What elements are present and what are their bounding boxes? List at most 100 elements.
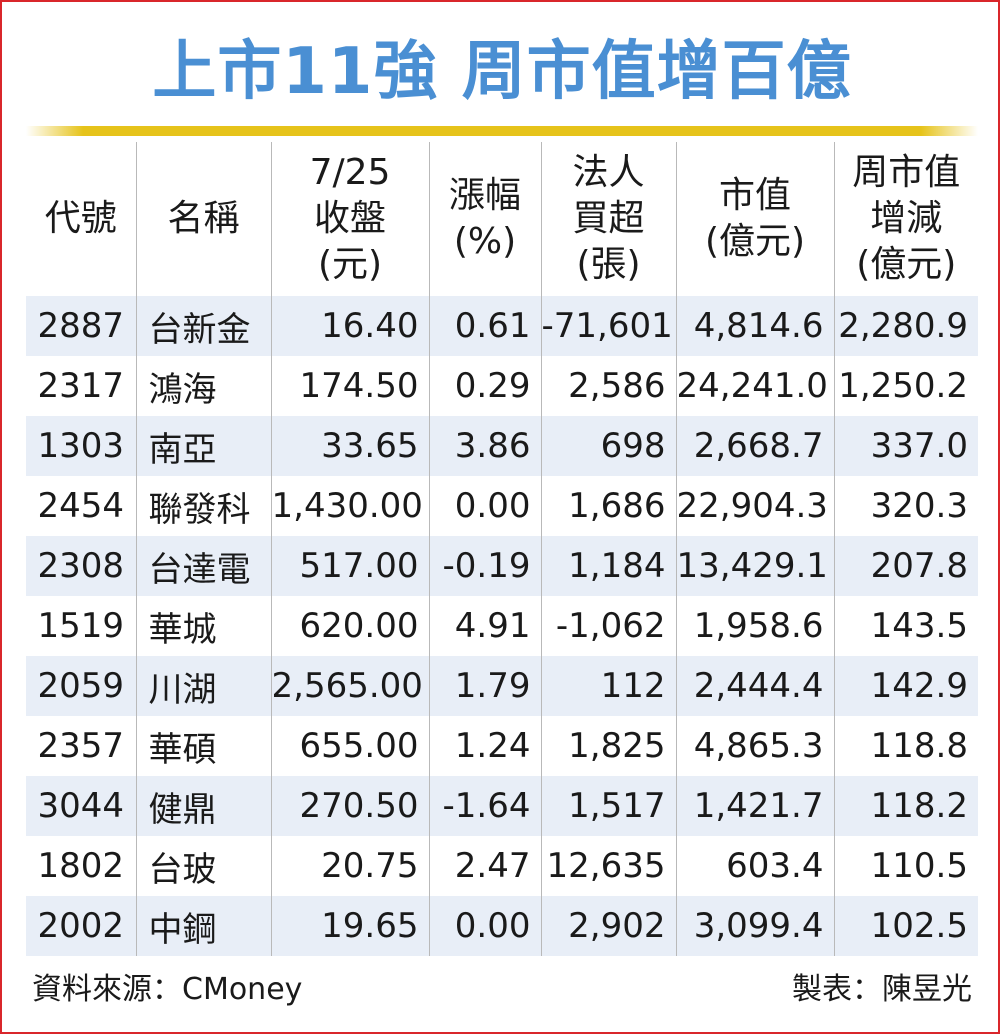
cell-close: 20.75: [271, 836, 430, 896]
cell-change: 1.79: [429, 656, 542, 716]
cell-name: 台新金: [136, 296, 272, 356]
cell-change: -1.64: [429, 776, 542, 836]
cell-change: 1.24: [429, 716, 542, 776]
title-underline: [26, 126, 978, 136]
cell-code: 2317: [26, 356, 137, 416]
table-row: 2317 鴻海 174.50 0.29 2,586 24,241.0 1,250…: [26, 356, 978, 416]
cell-market-cap: 13,429.1: [676, 536, 835, 596]
author-credit: 製表：陳昱光: [792, 972, 972, 1007]
cell-close: 33.65: [271, 416, 430, 476]
cell-weekly-change: 320.3: [834, 476, 978, 536]
cell-close: 517.00: [271, 536, 430, 596]
cell-close: 620.00: [271, 596, 430, 656]
cell-weekly-change: 102.5: [834, 896, 978, 956]
table-row: 2059 川湖 2,565.00 1.79 112 2,444.4 142.9: [26, 656, 978, 716]
table-row: 1802 台玻 20.75 2.47 12,635 603.4 110.5: [26, 836, 978, 896]
cell-close: 174.50: [271, 356, 430, 416]
cell-close: 655.00: [271, 716, 430, 776]
header-institutional-buy: 法人 買超 (張): [541, 142, 677, 296]
cell-weekly-change: 110.5: [834, 836, 978, 896]
table-row: 2887 台新金 16.40 0.61 -71,601 4,814.6 2,28…: [26, 296, 978, 356]
cell-close: 19.65: [271, 896, 430, 956]
cell-change: 2.47: [429, 836, 542, 896]
cell-name: 華碩: [136, 716, 272, 776]
stock-table: 代號 名稱 7/25 收盤 (元) 漲幅 (%) 法人 買超 (張) 市值: [26, 142, 978, 956]
cell-market-cap: 2,444.4: [676, 656, 835, 716]
cell-change: 0.29: [429, 356, 542, 416]
cell-name: 中鋼: [136, 896, 272, 956]
cell-change: 4.91: [429, 596, 542, 656]
cell-code: 1519: [26, 596, 137, 656]
cell-institutional-buy: 1,686: [541, 476, 677, 536]
cell-code: 2002: [26, 896, 137, 956]
cell-code: 2059: [26, 656, 137, 716]
cell-weekly-change: 1,250.2: [834, 356, 978, 416]
cell-name: 台達電: [136, 536, 272, 596]
cell-institutional-buy: 1,825: [541, 716, 677, 776]
cell-market-cap: 4,865.3: [676, 716, 835, 776]
header-code: 代號: [26, 142, 137, 296]
header-row: 代號 名稱 7/25 收盤 (元) 漲幅 (%) 法人 買超 (張) 市值: [26, 142, 978, 296]
page-title: 上市11強 周市值增百億: [152, 35, 852, 109]
cell-institutional-buy: 1,184: [541, 536, 677, 596]
header-name: 名稱: [136, 142, 272, 296]
cell-change: 0.00: [429, 476, 542, 536]
table-row: 1519 華城 620.00 4.91 -1,062 1,958.6 143.5: [26, 596, 978, 656]
cell-institutional-buy: 12,635: [541, 836, 677, 896]
cell-code: 2308: [26, 536, 137, 596]
cell-market-cap: 1,421.7: [676, 776, 835, 836]
cell-institutional-buy: 112: [541, 656, 677, 716]
cell-name: 台玻: [136, 836, 272, 896]
cell-name: 健鼎: [136, 776, 272, 836]
cell-market-cap: 603.4: [676, 836, 835, 896]
cell-name: 聯發科: [136, 476, 272, 536]
cell-institutional-buy: 1,517: [541, 776, 677, 836]
cell-change: 0.00: [429, 896, 542, 956]
cell-market-cap: 1,958.6: [676, 596, 835, 656]
cell-code: 2887: [26, 296, 137, 356]
table-row: 2002 中鋼 19.65 0.00 2,902 3,099.4 102.5: [26, 896, 978, 956]
source-credit: 資料來源：CMoney: [32, 972, 303, 1007]
cell-market-cap: 22,904.3: [676, 476, 835, 536]
cell-name: 南亞: [136, 416, 272, 476]
cell-change: 3.86: [429, 416, 542, 476]
cell-name: 鴻海: [136, 356, 272, 416]
header-weekly-change: 周市值 增減 (億元): [852, 152, 961, 285]
cell-weekly-change: 118.2: [834, 776, 978, 836]
cell-institutional-buy: -1,062: [541, 596, 677, 656]
table-row: 2308 台達電 517.00 -0.19 1,184 13,429.1 207…: [26, 536, 978, 596]
cell-code: 2454: [26, 476, 137, 536]
cell-weekly-change: 207.8: [834, 536, 978, 596]
cell-weekly-change: 118.8: [834, 716, 978, 776]
cell-change: 0.61: [429, 296, 542, 356]
cell-name: 華城: [136, 596, 272, 656]
cell-weekly-change: 142.9: [834, 656, 978, 716]
header-change: 漲幅 (%): [429, 142, 542, 296]
cell-close: 270.50: [271, 776, 430, 836]
cell-close: 1,430.00: [271, 476, 430, 536]
table-row: 2454 聯發科 1,430.00 0.00 1,686 22,904.3 32…: [26, 476, 978, 536]
cell-institutional-buy: 698: [541, 416, 677, 476]
cell-name: 川湖: [136, 656, 272, 716]
cell-weekly-change: 2,280.9: [834, 296, 978, 356]
table-row: 3044 健鼎 270.50 -1.64 1,517 1,421.7 118.2: [26, 776, 978, 836]
cell-market-cap: 2,668.7: [676, 416, 835, 476]
cell-close: 16.40: [271, 296, 430, 356]
cell-code: 1303: [26, 416, 137, 476]
cell-code: 3044: [26, 776, 137, 836]
footer: 資料來源：CMoney 製表：陳昱光: [32, 964, 972, 1008]
header-close: 7/25 收盤 (元): [271, 142, 430, 296]
cell-institutional-buy: -71,601: [541, 296, 677, 356]
cell-institutional-buy: 2,586: [541, 356, 677, 416]
cell-market-cap: 3,099.4: [676, 896, 835, 956]
cell-weekly-change: 143.5: [834, 596, 978, 656]
cell-code: 2357: [26, 716, 137, 776]
table-row: 2357 華碩 655.00 1.24 1,825 4,865.3 118.8: [26, 716, 978, 776]
table-row: 1303 南亞 33.65 3.86 698 2,668.7 337.0: [26, 416, 978, 476]
cell-change: -0.19: [429, 536, 542, 596]
cell-institutional-buy: 2,902: [541, 896, 677, 956]
cell-close: 2,565.00: [271, 656, 430, 716]
cell-weekly-change: 337.0: [834, 416, 978, 476]
cell-market-cap: 4,814.6: [676, 296, 835, 356]
